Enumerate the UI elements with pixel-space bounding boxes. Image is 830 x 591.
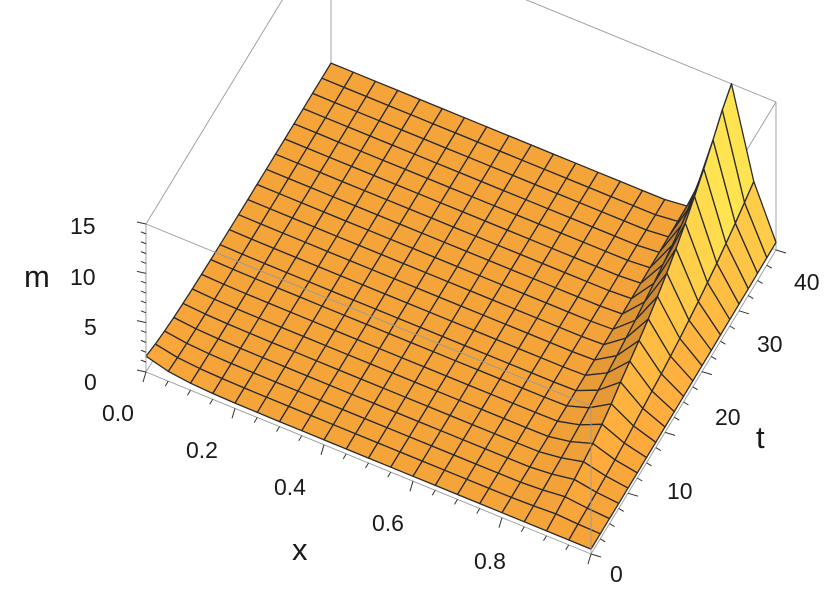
x-tick-mark [298, 435, 303, 441]
x-tick-mark [276, 426, 280, 432]
t-tick-mark [747, 295, 754, 300]
x-tick-mark [476, 508, 481, 514]
z-tick-mark [140, 359, 147, 363]
z-tick-10: 10 [70, 264, 96, 290]
t-tick-mark [636, 477, 643, 482]
x-tick-mark [543, 535, 547, 542]
x-axis-label: x [292, 532, 308, 567]
x-tick-mark [164, 380, 169, 387]
t-tick-mark [766, 264, 773, 269]
x-tick-0: 0.0 [102, 400, 134, 426]
z-tick-mark [140, 339, 147, 343]
t-tick-mark [609, 523, 615, 528]
z-tick-mark [140, 231, 147, 235]
x-tick-mark [142, 371, 147, 383]
x-tick-mark [365, 462, 369, 469]
t-tick-mark [775, 249, 787, 254]
z-tick-mark [136, 270, 147, 274]
z-tick-5: 5 [84, 314, 97, 340]
x-tick-mark [409, 481, 414, 492]
z-tick-mark [140, 349, 147, 353]
x-tick-mark [565, 544, 570, 551]
box-edge-front-top [145, 223, 592, 407]
x-tick-mark [209, 399, 214, 405]
t-tick-mark [590, 553, 602, 558]
t-tick-20: 20 [715, 404, 741, 430]
z-tick-mark [140, 310, 147, 314]
z-tick-15: 15 [70, 213, 96, 239]
t-tick-10: 10 [667, 478, 693, 504]
x-tick-mark [587, 553, 592, 565]
z-tick-mark [140, 251, 147, 255]
x-tick-mark [231, 408, 236, 419]
box-edge-left-top [145, 0, 283, 225]
z-tick-mark [140, 300, 147, 304]
t-tick-40: 40 [794, 269, 820, 295]
x-tick-0-6: 0.6 [372, 510, 404, 536]
z-tick-mark [136, 320, 147, 324]
z-tick-0: 0 [84, 369, 97, 395]
z-tick-mark [136, 221, 147, 225]
z-tick-mark [140, 261, 147, 264]
t-tick-mark [729, 325, 736, 330]
x-tick-mark [498, 517, 503, 528]
z-tick-mark [140, 290, 147, 294]
x-tick-mark [320, 444, 325, 455]
x-tick-mark [187, 389, 191, 396]
t-tick-mark [664, 431, 676, 436]
t-tick-mark [757, 279, 763, 284]
z-tick-mark [140, 330, 147, 333]
t-tick-mark [720, 340, 726, 345]
x-tick-mark [253, 417, 258, 423]
t-tick-mark [683, 401, 689, 406]
x-tick-mark [454, 499, 458, 505]
t-tick-mark [655, 447, 662, 452]
t-tick-mark [673, 416, 680, 421]
t-axis-label: t [756, 420, 765, 455]
z-tick-mark [140, 241, 147, 245]
t-tick-mark [627, 492, 639, 497]
t-tick-mark [701, 371, 713, 376]
t-tick-mark [646, 462, 652, 467]
t-tick-mark [692, 386, 699, 391]
t-tick-mark [710, 355, 717, 360]
axis-ticks [136, 221, 787, 565]
t-tick-mark [618, 507, 625, 512]
x-tick-mark [431, 490, 436, 496]
x-tick-mark [520, 526, 525, 532]
surface-cell [568, 523, 601, 550]
z-tick-mark [136, 369, 147, 373]
x-tick-mark [342, 453, 347, 460]
surface-mesh [145, 62, 777, 550]
t-tick-mark [738, 310, 750, 315]
x-tick-0-4: 0.4 [274, 474, 306, 500]
t-tick-0: 0 [610, 561, 623, 587]
box-edge-back-top [525, 0, 777, 103]
x-tick-0-2: 0.2 [186, 437, 218, 463]
x-tick-mark [387, 471, 392, 478]
t-tick-mark [599, 538, 606, 543]
z-axis-label: m [24, 259, 50, 294]
z-tick-mark [140, 280, 147, 284]
t-tick-30: 30 [757, 331, 783, 357]
x-tick-0-8: 0.8 [474, 548, 506, 574]
